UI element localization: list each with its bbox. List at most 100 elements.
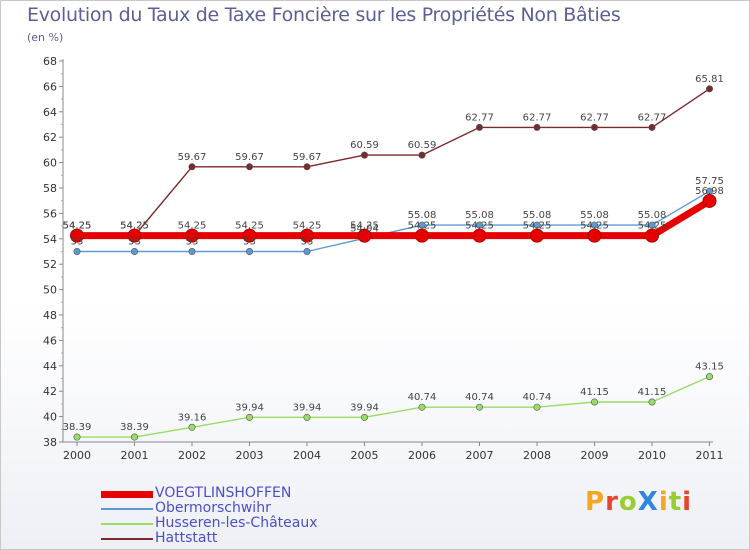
legend-swatch: [101, 490, 153, 498]
data-point: [185, 228, 199, 243]
data-point: [188, 423, 196, 431]
chart-title: Evolution du Taux de Taxe Foncière sur l…: [27, 4, 621, 26]
series-line-2: [76, 375, 711, 438]
data-point: [418, 403, 426, 411]
y-tick-label: 58: [43, 182, 57, 195]
data-label: 41.15: [580, 387, 609, 398]
data-point: [188, 163, 196, 171]
data-point: [418, 151, 426, 159]
data-label: 55.08: [523, 210, 552, 221]
legend-label: Husseren-les-Châteaux: [155, 515, 318, 531]
data-point: [303, 248, 311, 256]
data-label: 62.77: [580, 112, 609, 123]
data-point: [530, 228, 544, 243]
data-point: [246, 163, 254, 171]
y-tick-label: 56: [43, 207, 57, 220]
data-point: [300, 228, 314, 243]
data-point: [246, 413, 254, 421]
legend-swatch: [101, 508, 153, 510]
logo-letter: r: [605, 487, 619, 517]
data-point: [645, 228, 659, 243]
data-point: [70, 228, 84, 243]
data-point: [702, 193, 717, 208]
series-lines: [73, 88, 713, 438]
data-point: [418, 221, 426, 229]
data-label: 62.77: [523, 112, 552, 123]
x-tick-label: 2001: [121, 449, 149, 462]
x-tick-label: 2003: [236, 449, 264, 462]
data-label: 40.74: [408, 392, 437, 403]
data-point: [587, 228, 602, 243]
data-label: 59.67: [178, 152, 207, 163]
data-label: 55.08: [580, 210, 609, 221]
x-tick-label: 2008: [523, 449, 551, 462]
data-label: 55.08: [638, 210, 667, 221]
series-line-0: [73, 197, 713, 240]
x-tick-label: 2010: [638, 449, 666, 462]
x-tick-label: 2004: [293, 449, 321, 462]
data-label: 53: [186, 237, 199, 248]
data-point: [533, 123, 541, 131]
data-label: 39.94: [293, 402, 322, 413]
data-labels: 38.39 38.39 39.16 39.94 39.94 39.94 40.74 40.74…: [63, 74, 724, 433]
data-label: 39.94: [235, 402, 264, 413]
data-label: 39.94: [350, 402, 379, 413]
logo-letter: i: [682, 487, 693, 517]
data-label: 53: [71, 237, 84, 248]
data-label: 38.39: [120, 422, 149, 433]
data-point: [127, 228, 142, 243]
legend-label: Obermorschwihr: [155, 500, 271, 516]
data-point: [131, 248, 139, 256]
x-tick-label: 2006: [408, 449, 436, 462]
data-point: [242, 228, 257, 243]
data-point: [705, 373, 713, 381]
data-label: 54.25: [235, 221, 264, 232]
data-label: 54.25: [350, 221, 379, 232]
data-label: 54.25: [580, 221, 609, 232]
data-label: 62.77: [638, 112, 667, 123]
logo-letter: t: [668, 487, 683, 517]
logo-letter: o: [618, 487, 638, 517]
data-point: [590, 398, 598, 406]
logo-letter: P: [585, 487, 606, 517]
data-label: 56.98: [695, 186, 724, 197]
data-point: [475, 403, 483, 411]
data-point: [303, 413, 311, 421]
data-point: [246, 248, 254, 256]
data-point: [360, 151, 368, 159]
y-tick-label: 60: [43, 157, 57, 170]
x-tick-label: 2009: [581, 449, 609, 462]
series-line-3: [76, 88, 711, 237]
data-label: 53: [243, 237, 256, 248]
legend-swatch: [101, 523, 153, 525]
data-label: 55.08: [408, 210, 437, 221]
data-label: 57.75: [695, 176, 724, 187]
data-point: [705, 85, 713, 93]
data-label: 54.25: [523, 221, 552, 232]
data-label: 39.16: [178, 412, 207, 423]
data-point: [533, 221, 541, 229]
data-point: [472, 228, 487, 243]
y-tick-label: 48: [43, 309, 57, 322]
data-label: 54.25: [465, 221, 494, 232]
data-point: [73, 248, 81, 256]
data-label: 54.25: [120, 221, 149, 232]
data-label: 65.81: [695, 74, 724, 85]
x-tick-label: 2000: [63, 449, 91, 462]
data-label: 54.25: [63, 221, 92, 232]
data-label: 59.67: [235, 152, 264, 163]
x-tick-label: 2002: [178, 449, 206, 462]
data-point: [475, 221, 483, 229]
x-tick-label: 2005: [351, 449, 379, 462]
series-points: [70, 85, 717, 441]
legend-label: Hattstatt: [155, 530, 218, 546]
y-tick-label: 64: [43, 106, 57, 119]
y-tick-label: 40: [43, 411, 57, 424]
data-point: [648, 398, 656, 406]
logo-letter: X: [637, 487, 659, 517]
data-point: [73, 433, 81, 441]
proxiti-logo: ProXiti: [585, 487, 692, 517]
data-point: [188, 248, 196, 256]
